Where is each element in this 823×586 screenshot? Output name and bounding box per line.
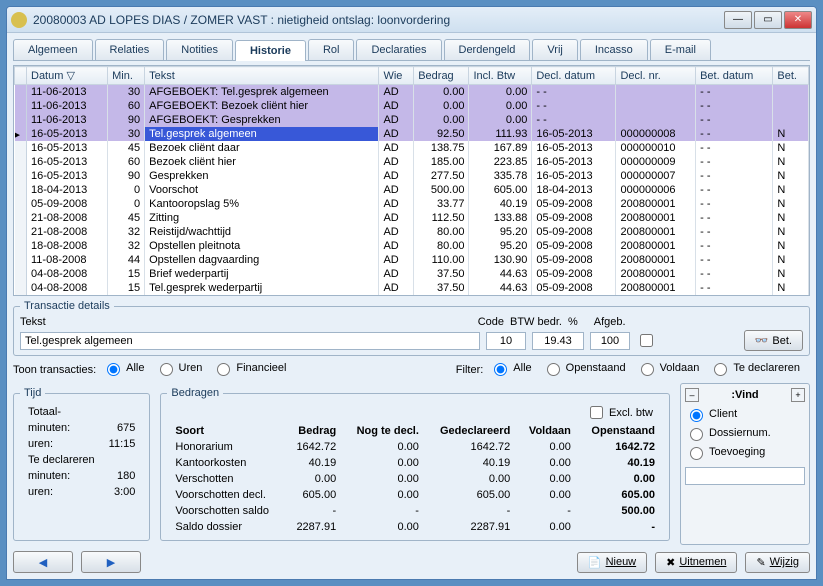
titlebar: 20080003 AD LOPES DIAS / ZOMER VAST : ni… [7, 7, 816, 33]
close-button[interactable]: ✕ [784, 11, 812, 29]
afgeb-label: Afgeb. [594, 316, 626, 328]
filter-openstaand[interactable]: Openstaand [542, 360, 626, 376]
nav-next[interactable]: ▶ [81, 551, 141, 573]
bet-button[interactable]: 👓 Bet. [744, 330, 803, 351]
filter-label: Filter: [456, 364, 484, 376]
pct-input[interactable] [590, 332, 630, 350]
nieuw-button[interactable]: 📄 Nieuw [577, 552, 647, 573]
tab-incasso[interactable]: Incasso [580, 39, 648, 60]
tab-vrij[interactable]: Vrij [532, 39, 577, 60]
code-label: Code [478, 316, 504, 328]
tab-declaraties[interactable]: Declaraties [356, 39, 441, 60]
tab-bar: AlgemeenRelatiesNotitiesHistorieRolDecla… [13, 39, 810, 61]
details-legend: Transactie details [20, 300, 114, 312]
btw-input[interactable] [532, 332, 584, 350]
maximize-button[interactable]: ▭ [754, 11, 782, 29]
transaction-details: Transactie details Tekst Code BTW bedr. … [13, 300, 810, 356]
tekst-label: Tekst [20, 316, 46, 328]
history-grid[interactable]: Datum ▽Min.TekstWieBedragIncl. BtwDecl. … [13, 65, 810, 296]
btw-label: BTW bedr. [510, 316, 562, 328]
vind-plus[interactable]: + [791, 388, 805, 402]
wijzig-button[interactable]: ✎ Wijzig [745, 552, 810, 573]
toon-alle[interactable]: Alle [102, 360, 144, 376]
filter-voldaan[interactable]: Voldaan [636, 360, 700, 376]
code-input[interactable] [486, 332, 526, 350]
uitnemen-button[interactable]: ✖ Uitnemen [655, 552, 737, 573]
tab-notities[interactable]: Notities [166, 39, 233, 60]
tab-algemeen[interactable]: Algemeen [13, 39, 93, 60]
bedragen-box: Bedragen Excl. btw SoortBedragNog te dec… [160, 387, 670, 541]
afgeb-checkbox[interactable] [640, 334, 653, 347]
app-icon [11, 12, 27, 28]
minimize-button[interactable]: — [724, 11, 752, 29]
toon-label: Toon transacties: [13, 364, 96, 376]
toon-uren[interactable]: Uren [155, 360, 203, 376]
tab-relaties[interactable]: Relaties [95, 39, 165, 60]
vind-dossiernum.[interactable]: Dossiernum. [685, 425, 771, 441]
vind-box: – :Vind + Client Dossiernum. Toevoeging [680, 383, 810, 545]
tijd-box: Tijd Totaal-minuten:675uren:11:15Te decl… [13, 387, 150, 541]
nav-prev[interactable]: ◀ [13, 551, 73, 573]
tab-e-mail[interactable]: E-mail [650, 39, 711, 60]
filter-alle[interactable]: Alle [489, 360, 531, 376]
vind-minus[interactable]: – [685, 388, 699, 402]
tekst-input[interactable] [20, 332, 480, 350]
pct-label: % [568, 316, 578, 328]
vind-toevoeging[interactable]: Toevoeging [685, 444, 765, 460]
tab-derdengeld[interactable]: Derdengeld [444, 39, 531, 60]
tab-historie[interactable]: Historie [235, 40, 306, 61]
excl-btw-check[interactable]: Excl. btw [586, 403, 653, 422]
window-title: 20080003 AD LOPES DIAS / ZOMER VAST : ni… [33, 13, 724, 27]
toon-financieel[interactable]: Financieel [212, 360, 286, 376]
vind-client[interactable]: Client [685, 406, 737, 422]
tab-rol[interactable]: Rol [308, 39, 355, 60]
vind-input[interactable] [685, 467, 805, 485]
filter-te-declareren[interactable]: Te declareren [709, 360, 800, 376]
